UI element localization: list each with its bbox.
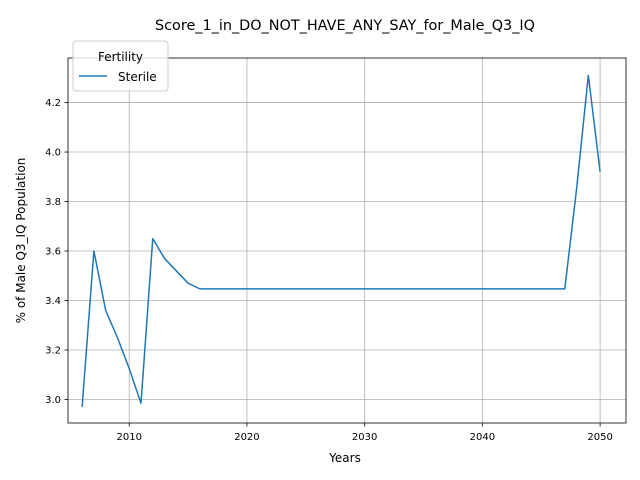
legend-title: Fertility (98, 50, 143, 64)
x-axis: 2010 2020 2030 2040 2050 (116, 423, 613, 443)
x-tick-label: 2040 (470, 432, 495, 443)
y-tick-label: 4.2 (45, 98, 61, 109)
legend-box (72, 40, 169, 92)
y-tick-label: 3.2 (45, 346, 61, 357)
y-tick-label: 3.4 (45, 296, 61, 307)
chart-title: Score_1_in_DO_NOT_HAVE_ANY_SAY_for_Male_… (155, 18, 535, 34)
x-tick-label: 2030 (352, 432, 377, 443)
y-tick-label: 4.0 (45, 148, 61, 159)
x-tick-label: 2010 (116, 432, 141, 443)
y-tick-label: 3.6 (45, 247, 61, 258)
y-axis-label: % of Male Q3_IQ Population (14, 158, 28, 324)
legend: Fertility Sterile (72, 40, 169, 92)
plot-area (81, 74, 601, 407)
axes-frame (67, 57, 627, 424)
y-tick-label: 3.8 (45, 197, 61, 208)
legend-label-sterile: Sterile (118, 70, 157, 84)
grid (68, 58, 626, 423)
y-tick-label: 3.0 (45, 395, 61, 406)
x-tick-label: 2050 (587, 432, 612, 443)
y-axis: 3.0 3.2 3.4 3.6 3.8 4.0 4.2 (45, 98, 68, 406)
series-line-sterile (81, 74, 601, 407)
x-tick-label: 2020 (234, 432, 259, 443)
x-axis-label: Years (328, 451, 361, 465)
